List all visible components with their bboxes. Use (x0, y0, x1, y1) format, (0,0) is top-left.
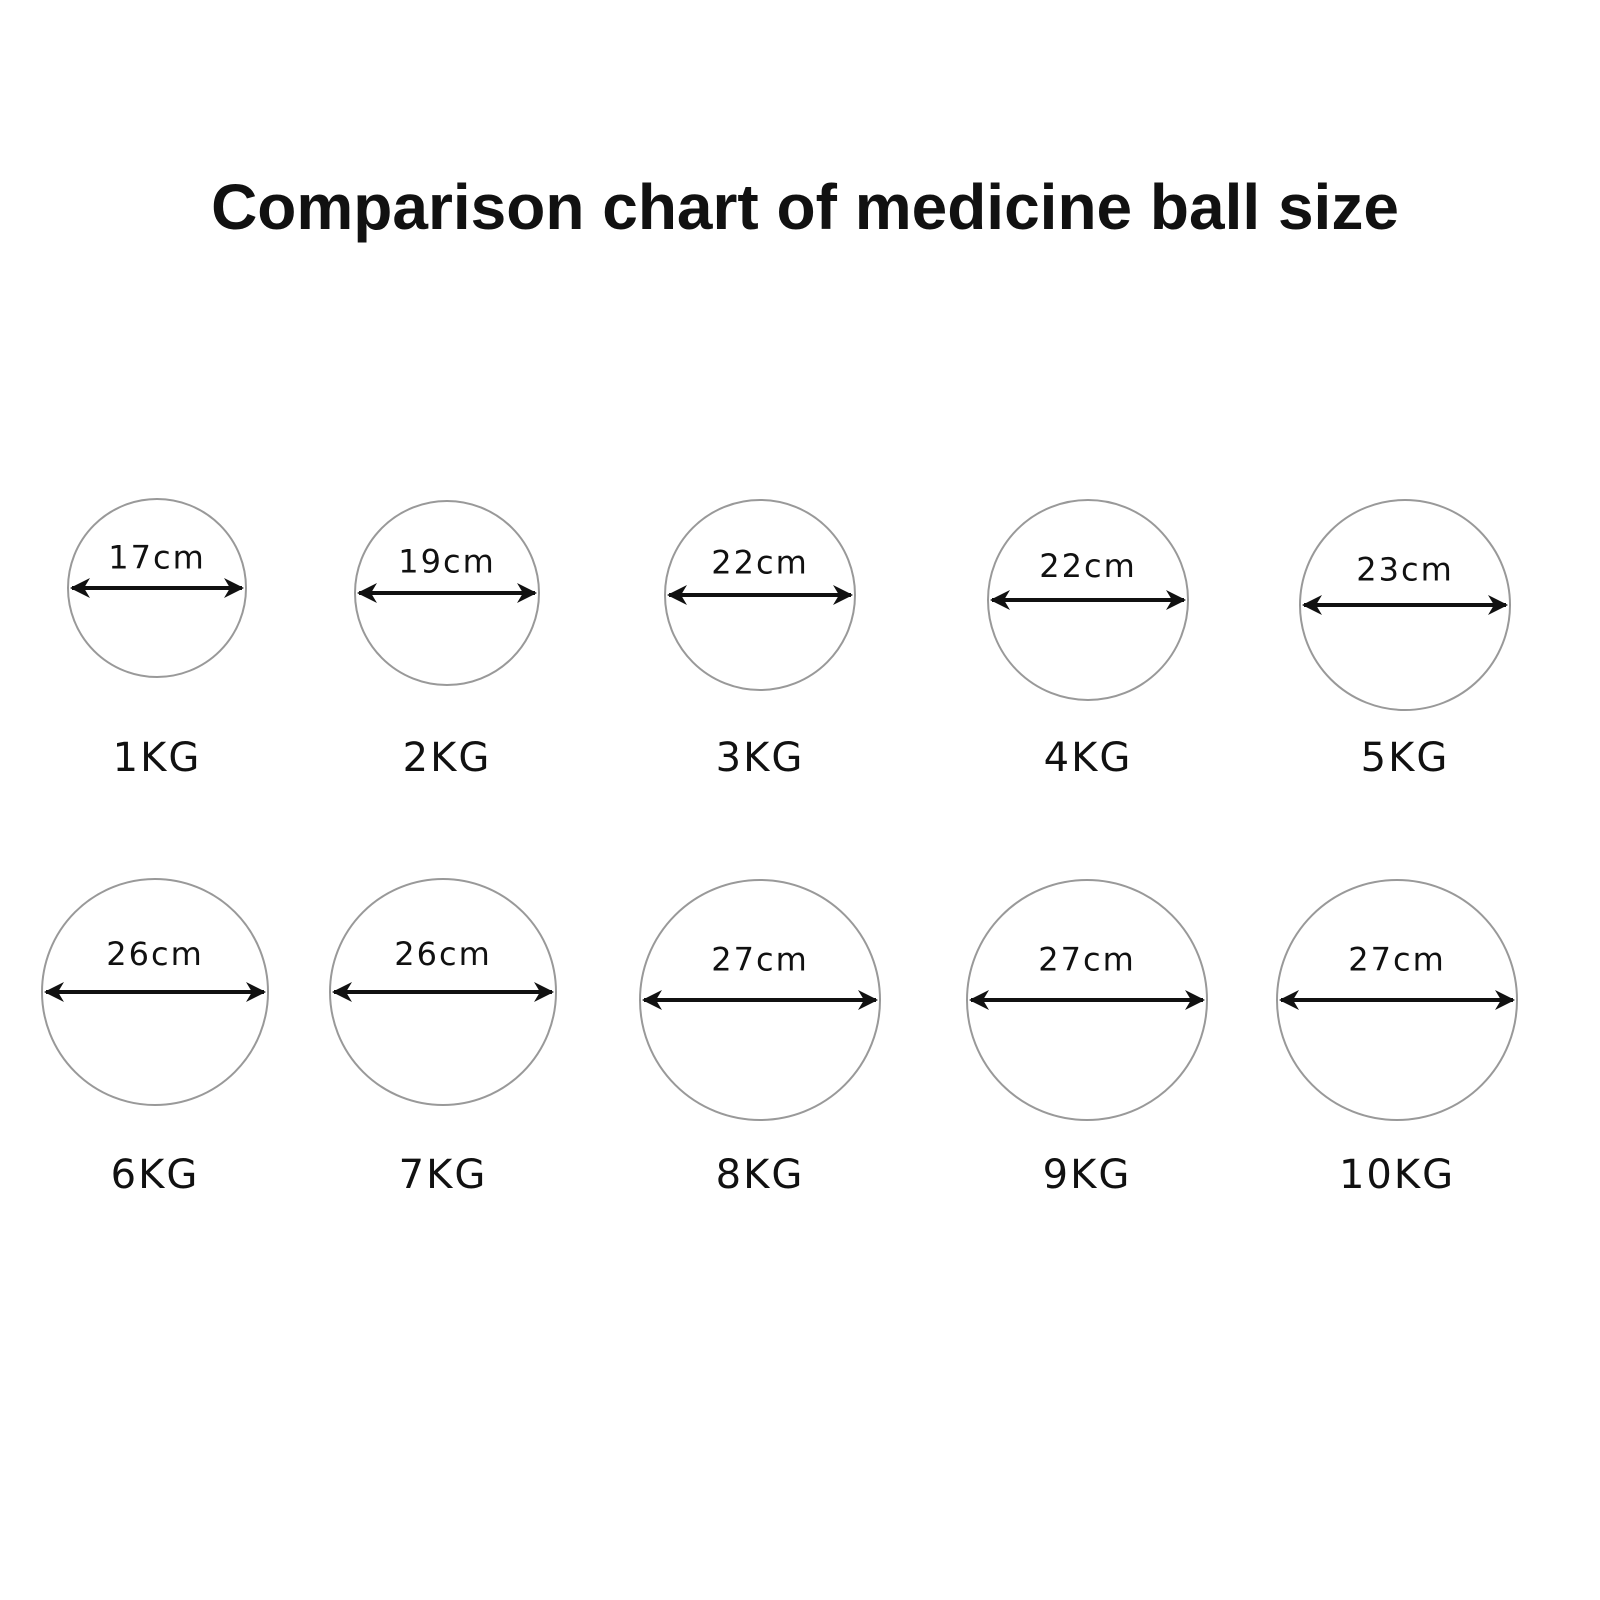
weight-label: 1KG (113, 735, 202, 781)
weight-label: 4KG (1044, 735, 1133, 781)
diameter-label: 26cm (106, 935, 203, 973)
diameter-label: 26cm (394, 935, 491, 973)
weight-label: 5KG (1361, 735, 1450, 781)
ball-outline (1299, 499, 1511, 711)
diameter-label: 27cm (1038, 941, 1135, 979)
ball-outline (639, 879, 881, 1121)
ball-outline (41, 878, 269, 1106)
diameter-label: 27cm (1348, 941, 1445, 979)
ball-outline (664, 499, 856, 691)
diameter-label: 23cm (1356, 550, 1453, 588)
weight-label: 8KG (716, 1152, 805, 1198)
ball-outline (987, 499, 1189, 701)
weight-label: 6KG (111, 1152, 200, 1198)
diameter-label: 22cm (1039, 547, 1136, 585)
ball-outline (966, 879, 1208, 1121)
diameter-label: 27cm (711, 941, 808, 979)
weight-label: 3KG (716, 735, 805, 781)
ball-outline (329, 878, 557, 1106)
weight-label: 7KG (399, 1152, 488, 1198)
diameter-label: 19cm (398, 543, 495, 581)
title: Comparison chart of medicine ball size (211, 171, 1399, 243)
weight-label: 10KG (1339, 1152, 1455, 1198)
weight-label: 9KG (1043, 1152, 1132, 1198)
weight-label: 2KG (403, 735, 492, 781)
ball-outline (67, 498, 247, 678)
diameter-label: 22cm (711, 544, 808, 582)
diameter-label: 17cm (108, 539, 205, 577)
ball-outline (354, 500, 540, 686)
ball-outline (1276, 879, 1518, 1121)
